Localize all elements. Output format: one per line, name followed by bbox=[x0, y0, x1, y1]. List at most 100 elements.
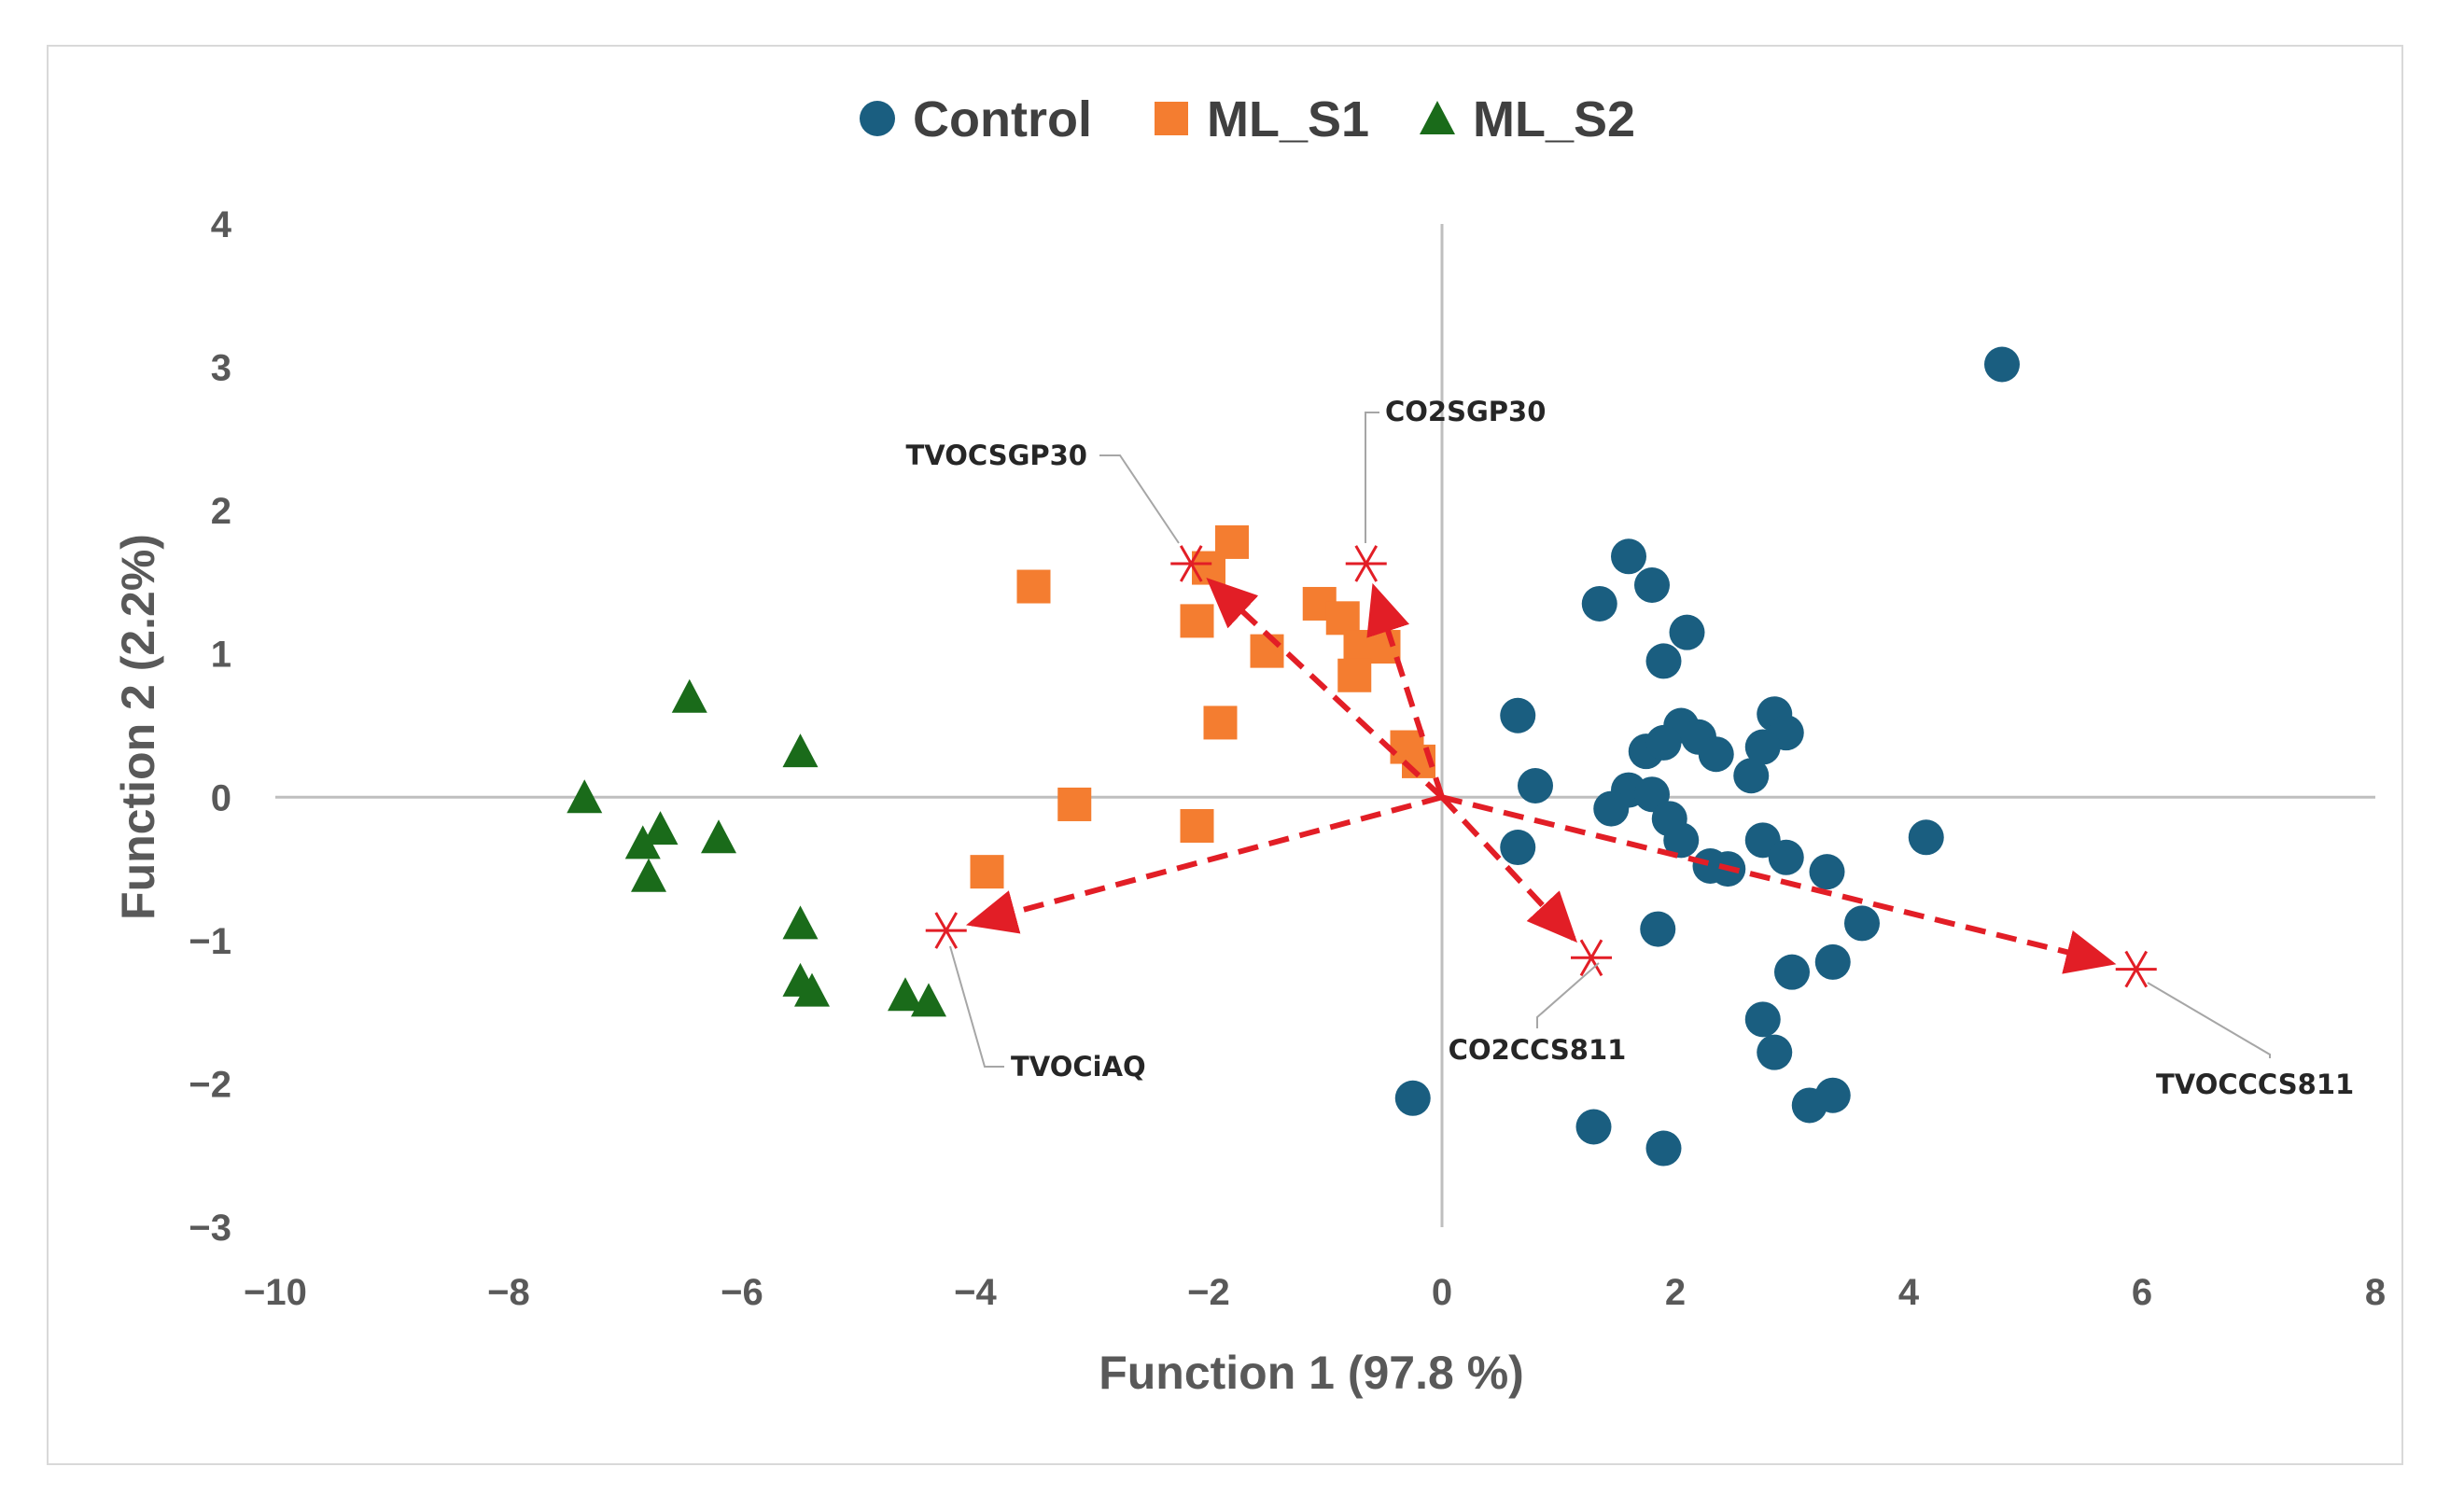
loading-star bbox=[1354, 545, 1379, 582]
data-point bbox=[631, 858, 666, 892]
loading-tvociaq: TVOCiAQ bbox=[925, 794, 1443, 1083]
x-tick-label: −2 bbox=[1187, 1272, 1230, 1313]
data-point bbox=[970, 855, 1004, 889]
legend-item-ml-s2: ML_S2 bbox=[1420, 91, 1635, 147]
data-point bbox=[1057, 787, 1092, 821]
data-point bbox=[1814, 943, 1851, 980]
legend-label: ML_S2 bbox=[1473, 91, 1635, 147]
loading-star bbox=[1579, 939, 1603, 977]
data-point bbox=[1581, 585, 1617, 622]
points-layer bbox=[567, 346, 2020, 1167]
data-point bbox=[1593, 790, 1630, 827]
data-point bbox=[1774, 954, 1810, 990]
y-tick-label: 3 bbox=[211, 348, 231, 389]
data-point bbox=[1203, 706, 1238, 740]
legend-item-control: Control bbox=[860, 91, 1092, 147]
loading-co2ccs811: CO2CCS811 bbox=[1439, 795, 1627, 1066]
x-tick-label: 8 bbox=[2365, 1272, 2386, 1313]
loading-tvocsgp30: TVOCSGP30 bbox=[906, 440, 1445, 800]
loading-leader-line bbox=[1536, 962, 1600, 1028]
data-point bbox=[1844, 905, 1880, 942]
data-point bbox=[1669, 614, 1705, 650]
data-point bbox=[1611, 538, 1646, 575]
loading-arrow bbox=[1366, 582, 1445, 799]
legend-label: ML_S1 bbox=[1207, 91, 1369, 147]
data-point bbox=[1814, 1077, 1851, 1113]
x-tick-label: −10 bbox=[244, 1272, 307, 1313]
data-point bbox=[624, 825, 661, 859]
data-point bbox=[1500, 697, 1536, 734]
series-control bbox=[1394, 346, 2020, 1167]
y-tick-label: −2 bbox=[189, 1064, 231, 1105]
data-point bbox=[1908, 819, 1944, 856]
data-point bbox=[1250, 634, 1284, 668]
legend: Control ML_S1 ML_S2 bbox=[860, 91, 1635, 147]
data-point bbox=[1518, 768, 1553, 803]
data-point bbox=[701, 819, 736, 854]
loading-star bbox=[2124, 950, 2149, 988]
data-point bbox=[1016, 569, 1051, 604]
data-point bbox=[671, 678, 707, 713]
loading-label: CO2CCS811 bbox=[1449, 1034, 1627, 1066]
data-point bbox=[1645, 724, 1682, 761]
x-tick-label: 0 bbox=[1432, 1272, 1452, 1313]
y-tick-label: −3 bbox=[189, 1208, 231, 1249]
data-point bbox=[1768, 839, 1804, 875]
legend-marker bbox=[860, 101, 895, 136]
loading-arrow bbox=[1206, 577, 1445, 800]
data-point bbox=[1645, 1130, 1682, 1167]
data-point bbox=[782, 734, 819, 768]
data-point bbox=[1575, 1109, 1612, 1145]
x-axis-title: Function 1 (97.8 %) bbox=[1099, 1347, 1524, 1399]
data-point bbox=[1634, 776, 1670, 813]
loading-leader-line bbox=[1365, 412, 1379, 543]
loading-leader-line bbox=[1099, 454, 1180, 544]
data-point bbox=[1698, 736, 1734, 773]
loading-tvocccs811: TVOCCCS811 bbox=[1441, 794, 2354, 1100]
data-point bbox=[1180, 604, 1214, 638]
data-point bbox=[1325, 601, 1360, 636]
y-tick-label: 2 bbox=[211, 491, 231, 532]
loading-label: TVOCSGP30 bbox=[906, 440, 1088, 471]
x-tick-label: 2 bbox=[1665, 1272, 1686, 1313]
x-tick-label: 4 bbox=[1898, 1272, 1920, 1313]
loading-label: CO2SGP30 bbox=[1385, 396, 1546, 427]
data-point bbox=[1733, 758, 1770, 794]
loading-arrow bbox=[1439, 795, 1578, 943]
loading-label: TVOCCCS811 bbox=[2156, 1069, 2354, 1100]
y-tick-label: −1 bbox=[189, 921, 231, 962]
series-ml-s1 bbox=[970, 524, 1435, 889]
x-tick-label: −4 bbox=[954, 1272, 997, 1313]
x-tick-label: −6 bbox=[721, 1272, 763, 1313]
data-point bbox=[1744, 729, 1781, 765]
loading-leader-line bbox=[2147, 982, 2271, 1058]
loading-star bbox=[934, 912, 959, 949]
data-point bbox=[1663, 822, 1700, 859]
legend-marker bbox=[1420, 101, 1455, 134]
data-point bbox=[782, 905, 819, 940]
legend-label: Control bbox=[913, 91, 1092, 147]
data-point bbox=[567, 779, 603, 814]
loading-leader-line bbox=[949, 945, 1004, 1068]
data-point bbox=[1757, 1034, 1793, 1070]
data-point bbox=[1744, 1001, 1781, 1038]
data-point bbox=[642, 811, 679, 845]
data-point bbox=[1640, 911, 1676, 947]
loading-arrow bbox=[965, 794, 1443, 934]
data-point bbox=[1634, 567, 1670, 603]
data-point bbox=[1394, 1080, 1431, 1116]
data-point bbox=[1645, 643, 1682, 679]
x-tick-label: 6 bbox=[2132, 1272, 2152, 1313]
data-point bbox=[1500, 830, 1536, 866]
loadings-layer: TVOCSGP30 CO2SGP30 TVOCiAQ CO2CCS811 TVOCCCS… bbox=[906, 396, 2355, 1100]
data-point bbox=[1984, 346, 2020, 383]
loading-label: TVOCiAQ bbox=[1011, 1051, 1146, 1083]
data-point bbox=[1337, 658, 1372, 692]
chart-frame bbox=[47, 45, 2403, 1465]
loading-arrow bbox=[1441, 794, 2117, 974]
y-axis-title: Function 2 (2.2%) bbox=[112, 534, 164, 920]
legend-item-ml-s1: ML_S1 bbox=[1155, 91, 1369, 147]
loading-co2sgp30: CO2SGP30 bbox=[1345, 396, 1546, 799]
